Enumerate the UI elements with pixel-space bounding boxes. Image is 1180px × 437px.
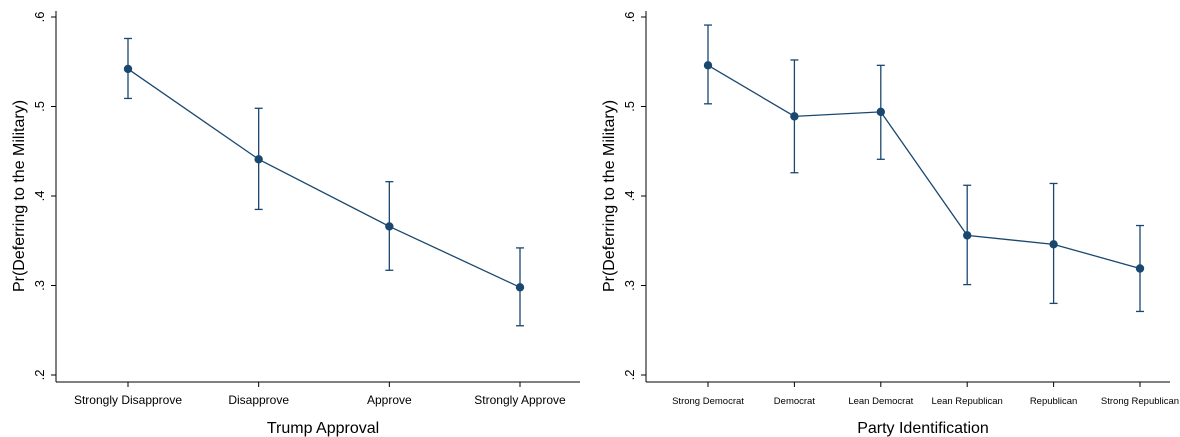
data-point bbox=[1049, 240, 1058, 249]
chart-party-identification-svg: Pr(Deferring to the Military) Party Iden… bbox=[601, 11, 1179, 437]
y-tick-label: .2 bbox=[622, 370, 637, 381]
y-axis-title: Pr(Deferring to the Military) bbox=[11, 100, 28, 292]
data-point bbox=[876, 107, 885, 117]
x-tick-label: Strong Democrat bbox=[672, 396, 744, 407]
data-point bbox=[385, 222, 394, 231]
data-point bbox=[515, 283, 525, 292]
series-line bbox=[127, 68, 521, 288]
x-tick-label: Strongly Disapprove bbox=[74, 393, 182, 407]
x-tick-label: Democrat bbox=[774, 396, 816, 407]
data-point bbox=[123, 64, 133, 74]
chart-trump-approval-svg: Pr(Deferring to the Military) Trump Appr… bbox=[11, 11, 580, 437]
y-tick-label: .5 bbox=[622, 101, 637, 112]
y-tick-label: .4 bbox=[622, 191, 637, 202]
data-point bbox=[703, 61, 713, 70]
y-tick-label: .2 bbox=[32, 370, 47, 381]
y-tick-label: .3 bbox=[622, 280, 637, 291]
series-line bbox=[707, 64, 1141, 270]
y-axis-title: Pr(Deferring to the Military) bbox=[601, 100, 618, 292]
x-tick-label: Republican bbox=[1030, 396, 1078, 407]
x-tick-label: Disapprove bbox=[228, 393, 289, 407]
y-tick-label: .6 bbox=[622, 12, 637, 23]
data-point bbox=[1135, 264, 1145, 273]
data-point bbox=[254, 155, 263, 164]
y-tick-label: .6 bbox=[32, 12, 47, 23]
x-tick-label: Lean Republican bbox=[932, 396, 1003, 407]
x-axis-title: Trump Approval bbox=[267, 420, 379, 437]
x-tick-label: Strong Republican bbox=[1101, 396, 1179, 407]
x-tick-label: Approve bbox=[367, 393, 412, 407]
y-tick-label: .3 bbox=[32, 280, 47, 291]
x-axis-title: Party Identification bbox=[857, 420, 989, 437]
data-point bbox=[963, 231, 972, 240]
y-tick-label: .4 bbox=[32, 191, 47, 202]
x-tick-label: Lean Democrat bbox=[848, 396, 913, 407]
data-point bbox=[790, 112, 799, 121]
chart-party-identification: Pr(Deferring to the Military) Party Iden… bbox=[590, 0, 1180, 437]
chart-trump-approval: Pr(Deferring to the Military) Trump Appr… bbox=[11, 11, 580, 437]
x-tick-label: Strongly Approve bbox=[474, 393, 566, 407]
y-tick-label: .5 bbox=[32, 101, 47, 112]
